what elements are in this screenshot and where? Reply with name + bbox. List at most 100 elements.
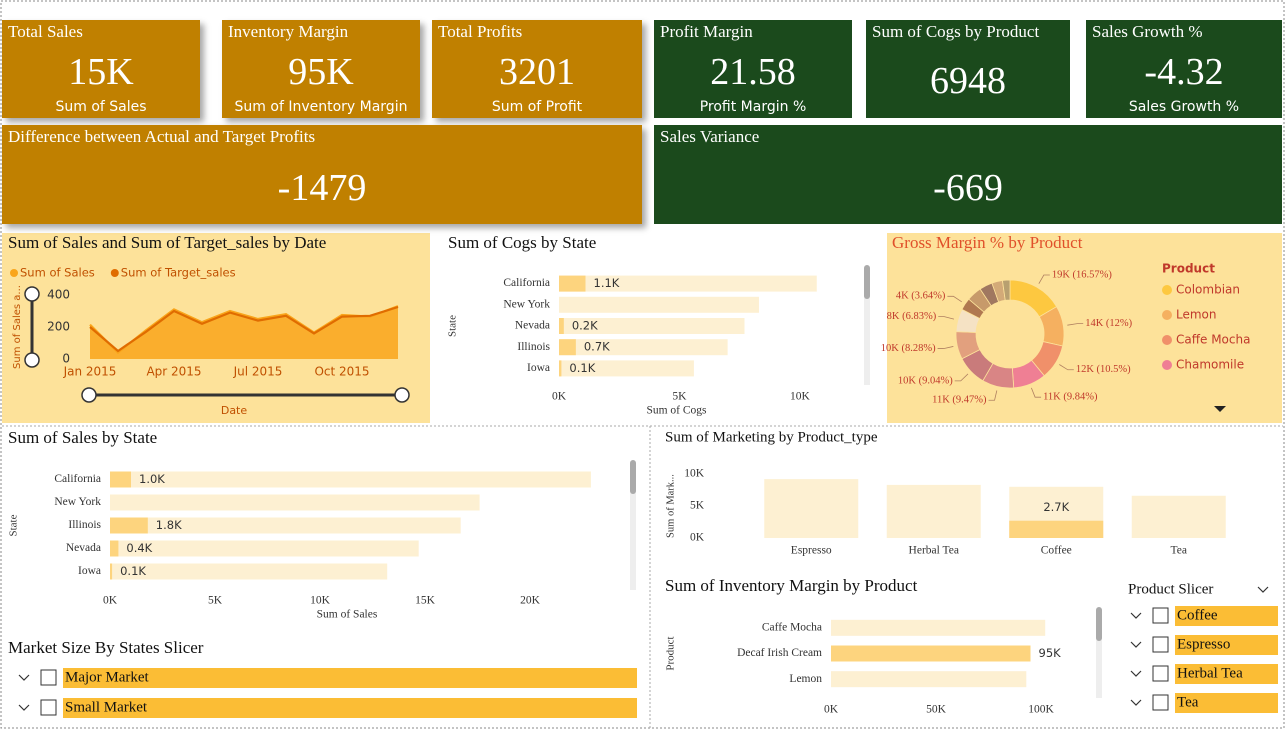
slicer-item-bg xyxy=(63,698,637,718)
card-subtitle: Profit Margin % xyxy=(699,99,807,115)
card-title: Sum of Cogs by Product xyxy=(872,22,1040,41)
y-tick-label: 400 xyxy=(47,288,70,302)
legend-marker xyxy=(110,269,119,277)
data-label: 0.7K xyxy=(584,340,610,354)
y-tick-label: 5K xyxy=(690,500,705,512)
legend-label: Colombian xyxy=(1176,283,1240,297)
checkbox[interactable] xyxy=(1152,694,1169,711)
slicer-item[interactable]: Small Market xyxy=(65,699,148,715)
legend-marker xyxy=(1162,360,1172,370)
leader-line xyxy=(1059,364,1074,371)
card-subtitle: Sum of Inventory Margin xyxy=(234,99,408,115)
checkbox[interactable] xyxy=(1152,607,1169,624)
kpi-card: Sales Variance -669 xyxy=(654,125,1282,224)
legend-label: Sum of Sales xyxy=(20,266,95,280)
card-value: -4.32 xyxy=(1144,51,1224,93)
bar xyxy=(110,563,113,580)
slider-handle xyxy=(24,286,40,302)
y-axis-title: State xyxy=(8,514,20,536)
card-subtitle: Sum of Sales xyxy=(55,99,147,115)
data-label: 0.4K xyxy=(126,541,152,555)
checkbox[interactable] xyxy=(40,699,57,716)
card-title: Total Profits xyxy=(438,22,523,41)
leader-line xyxy=(1031,387,1042,398)
checkbox[interactable] xyxy=(1152,665,1169,682)
y-tick-label: Illinois xyxy=(68,519,101,531)
y-tick-label: Iowa xyxy=(78,565,101,577)
slicer-item-bg xyxy=(1175,693,1278,713)
y-axis-title: Product xyxy=(665,636,677,670)
slicer-item[interactable]: Espresso xyxy=(1177,636,1230,652)
slicer-item[interactable]: Major Market xyxy=(65,669,150,685)
slicer-item[interactable]: Herbal Tea xyxy=(1177,665,1243,681)
y-tick-label: Decaf Irish Cream xyxy=(737,647,822,659)
data-label: 1.1K xyxy=(594,276,620,290)
area xyxy=(90,306,398,359)
data-label: 1.0K xyxy=(139,472,165,486)
x-tick-label: Oct 2015 xyxy=(314,365,369,379)
y-axis-title: Sum of Sales a... xyxy=(12,285,23,369)
x-tick-label: Espresso xyxy=(791,545,832,557)
chevron[interactable] xyxy=(1130,670,1142,677)
card-title: Inventory Margin xyxy=(228,22,349,41)
bar xyxy=(110,540,419,557)
card-value: 21.58 xyxy=(710,51,796,93)
legend-label: Sum of Target_sales xyxy=(121,266,236,280)
chevron[interactable] xyxy=(18,704,30,711)
x-axis-title: Date xyxy=(221,404,248,417)
x-tick-label: Jul 2015 xyxy=(233,365,283,379)
bar xyxy=(831,619,1046,636)
x-tick-label: Jan 2015 xyxy=(63,365,117,379)
bar xyxy=(559,339,728,356)
chevron[interactable] xyxy=(1130,641,1142,648)
chart-title: Sum of Sales and Sum of Target_sales by … xyxy=(8,233,326,252)
x-tick-label: Herbal Tea xyxy=(909,545,959,557)
kpi-card: Sum of Cogs by Product 6948 xyxy=(866,20,1070,118)
slicer-item-bg xyxy=(1175,635,1278,655)
slicer-item-bg xyxy=(1175,664,1278,684)
checkbox[interactable] xyxy=(1152,636,1169,653)
x-tick-label: Apr 2015 xyxy=(146,365,201,379)
bar xyxy=(110,517,461,534)
bar xyxy=(110,563,388,580)
x-tick-label: 10K xyxy=(790,391,811,403)
chevron[interactable] xyxy=(18,674,30,681)
slicer-title: Market Size By States Slicer xyxy=(8,638,204,657)
data-label: 10K (8.28%) xyxy=(881,343,936,354)
y-tick-label: Illinois xyxy=(517,341,550,353)
chevron[interactable] xyxy=(1130,612,1142,619)
card-value: -669 xyxy=(933,167,1003,209)
legend-marker xyxy=(1162,285,1172,295)
panel xyxy=(887,233,1282,423)
chevron[interactable] xyxy=(1130,699,1142,706)
kpi-card: Difference between Actual and Target Pro… xyxy=(2,125,642,224)
data-label: 14K (12%) xyxy=(1085,318,1132,329)
bar xyxy=(559,360,562,377)
kpi-card: Inventory Margin 95K Sum of Inventory Marg… xyxy=(222,20,420,118)
data-label: 0.2K xyxy=(572,319,598,333)
y-tick-label: Nevada xyxy=(515,320,550,332)
x-tick-label: 0K xyxy=(824,704,839,716)
leader-line xyxy=(1038,274,1050,284)
legend-label: Caffe Mocha xyxy=(1176,333,1250,347)
bar xyxy=(559,275,586,292)
y-tick-label: 10K xyxy=(684,468,705,480)
slicer-item[interactable]: Coffee xyxy=(1177,607,1218,623)
chart-title: Sum of Sales by State xyxy=(8,428,157,447)
chart-title: Sum of Inventory Margin by Product xyxy=(665,576,918,595)
legend-marker xyxy=(1162,310,1172,320)
leader-line xyxy=(1067,323,1084,326)
slicer-title: Product Slicer xyxy=(1128,581,1213,597)
data-label: 10K (9.04%) xyxy=(898,375,953,386)
line xyxy=(89,305,399,353)
y-tick-label: Lemon xyxy=(789,673,822,685)
card-title: Total Sales xyxy=(8,22,83,41)
slicer-item[interactable]: Tea xyxy=(1177,694,1199,710)
y-tick-label: Nevada xyxy=(66,542,101,554)
checkbox[interactable] xyxy=(40,669,57,686)
slider-handle xyxy=(394,387,410,403)
chart-title: Gross Margin % by Product xyxy=(892,233,1083,252)
bar xyxy=(886,484,981,538)
x-axis-title: Sum of Cogs xyxy=(646,405,707,417)
